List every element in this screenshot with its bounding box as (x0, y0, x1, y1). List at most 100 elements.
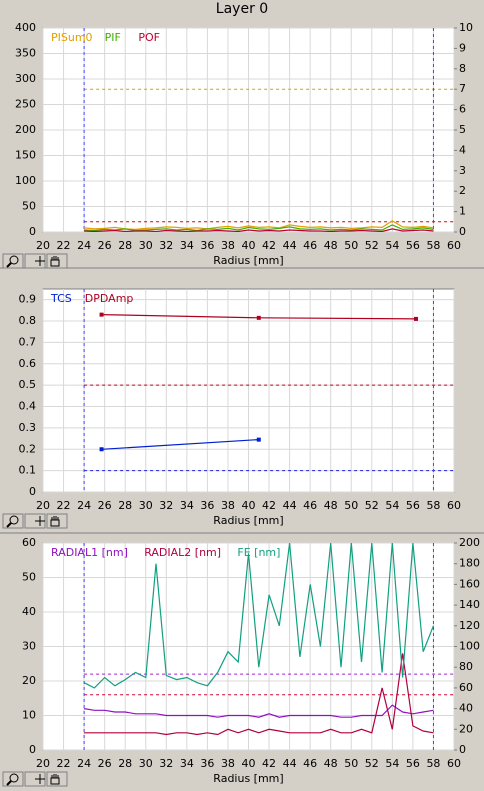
x-tick-label: 42 (262, 757, 276, 770)
y2-tick-label: 6 (459, 103, 466, 116)
x-tick-label: 22 (57, 757, 71, 770)
x-tick-label: 34 (180, 239, 194, 252)
x-tick-label: 24 (77, 239, 91, 252)
x-tick-label: 36 (200, 239, 214, 252)
legend-entry: DPDAmp (85, 292, 134, 305)
y2-tick-label: 7 (459, 82, 466, 95)
y-tick-label: 0.7 (19, 335, 37, 348)
x-tick-label: 30 (139, 239, 153, 252)
zoom-icon (9, 773, 19, 783)
x-tick-label: 30 (139, 757, 153, 770)
x-tick-label: 20 (36, 239, 50, 252)
x-tick-label: 48 (324, 499, 338, 512)
y2-tick-label: 100 (459, 640, 480, 653)
x-tick-label: 44 (283, 499, 297, 512)
x-tick-label: 28 (118, 757, 132, 770)
x-tick-label: 22 (57, 499, 71, 512)
y-tick-label: 50 (22, 571, 36, 584)
y-tick-label: 0.8 (19, 314, 37, 327)
x-tick-label: 32 (159, 757, 173, 770)
x-tick-label: 32 (159, 499, 173, 512)
legend-entry: POF (138, 31, 160, 44)
x-tick-label: 56 (406, 499, 420, 512)
zoom-icon (6, 262, 12, 268)
y2-tick-label: 200 (459, 536, 480, 549)
x-tick-label: 56 (406, 757, 420, 770)
x-tick-label: 46 (303, 757, 317, 770)
x-tick-label: 34 (180, 757, 194, 770)
zoom-button[interactable] (2, 771, 24, 787)
zoom-icon (9, 255, 19, 265)
x-tick-label: 54 (385, 239, 399, 252)
y-tick-label: 30 (22, 640, 36, 653)
zoom-icon (9, 515, 19, 525)
x-tick-label: 48 (324, 239, 338, 252)
y-tick-label: 250 (15, 98, 36, 111)
x-tick-label: 44 (283, 239, 297, 252)
x-tick-label: 24 (77, 757, 91, 770)
y-tick-label: 20 (22, 674, 36, 687)
series-line (84, 653, 434, 736)
y2-tick-label: 1 (459, 205, 466, 218)
x-tick-label: 50 (344, 239, 358, 252)
y-tick-label: 350 (15, 47, 36, 60)
y-tick-label: 150 (15, 149, 36, 162)
y2-tick-label: 140 (459, 598, 480, 611)
y-tick-label: 10 (22, 709, 36, 722)
x-tick-label: 58 (426, 757, 440, 770)
y-tick-label: 0 (29, 225, 36, 238)
series-line (84, 228, 434, 232)
y-tick-label: 50 (22, 200, 36, 213)
x-tick-label: 50 (344, 757, 358, 770)
x-tick-label: 26 (98, 757, 112, 770)
series-line (83, 543, 434, 689)
toolbars (2, 253, 68, 787)
crosshair-icon (35, 516, 45, 526)
legend-entry: TCS (50, 292, 72, 305)
x-tick-label: 32 (159, 239, 173, 252)
x-tick-label: 36 (200, 757, 214, 770)
y2-tick-label: 80 (459, 660, 473, 673)
x-tick-label: 60 (447, 239, 461, 252)
x-tick-label: 54 (385, 757, 399, 770)
x-tick-label: 60 (447, 757, 461, 770)
x-tick-label: 54 (385, 499, 399, 512)
zoom-button[interactable] (2, 253, 24, 269)
legend-entry: FE [nm] (237, 546, 280, 559)
series-line (84, 224, 434, 232)
x-tick-label: 60 (447, 499, 461, 512)
y-tick-label: 0.2 (19, 442, 37, 455)
x-tick-label: 22 (57, 239, 71, 252)
x-tick-label: 26 (98, 499, 112, 512)
x-tick-label: 24 (77, 499, 91, 512)
y2-tick-label: 0 (459, 743, 466, 756)
y2-tick-label: 20 (459, 722, 473, 735)
y2-tick-label: 10 (459, 21, 473, 34)
y2-tick-label: 3 (459, 164, 466, 177)
series-group (84, 220, 434, 232)
y2-tick-label: 5 (459, 123, 466, 136)
x-tick-label: 58 (426, 499, 440, 512)
y-tick-label: 0.3 (19, 421, 37, 434)
window-title: Layer 0 (216, 1, 268, 17)
x-tick-label: 42 (262, 499, 276, 512)
x-tick-label: 38 (221, 757, 235, 770)
x-tick-label: 46 (303, 239, 317, 252)
series-line (84, 220, 434, 231)
y-tick-label: 0.9 (19, 293, 37, 306)
x-tick-label: 38 (221, 499, 235, 512)
y-tick-label: 0.4 (19, 400, 37, 413)
x-axis-label: Radius [mm] (213, 514, 283, 527)
zoom-icon (6, 522, 12, 528)
x-tick-label: 34 (180, 499, 194, 512)
x-tick-label: 28 (118, 239, 132, 252)
legend-entry: PIF (105, 31, 121, 44)
zoom-button[interactable] (2, 513, 24, 529)
y2-tick-label: 2 (459, 184, 466, 197)
y2-tick-label: 120 (459, 619, 480, 632)
x-tick-label: 46 (303, 499, 317, 512)
point (99, 312, 104, 317)
y-tick-label: 40 (22, 605, 36, 618)
x-tick-label: 28 (118, 499, 132, 512)
